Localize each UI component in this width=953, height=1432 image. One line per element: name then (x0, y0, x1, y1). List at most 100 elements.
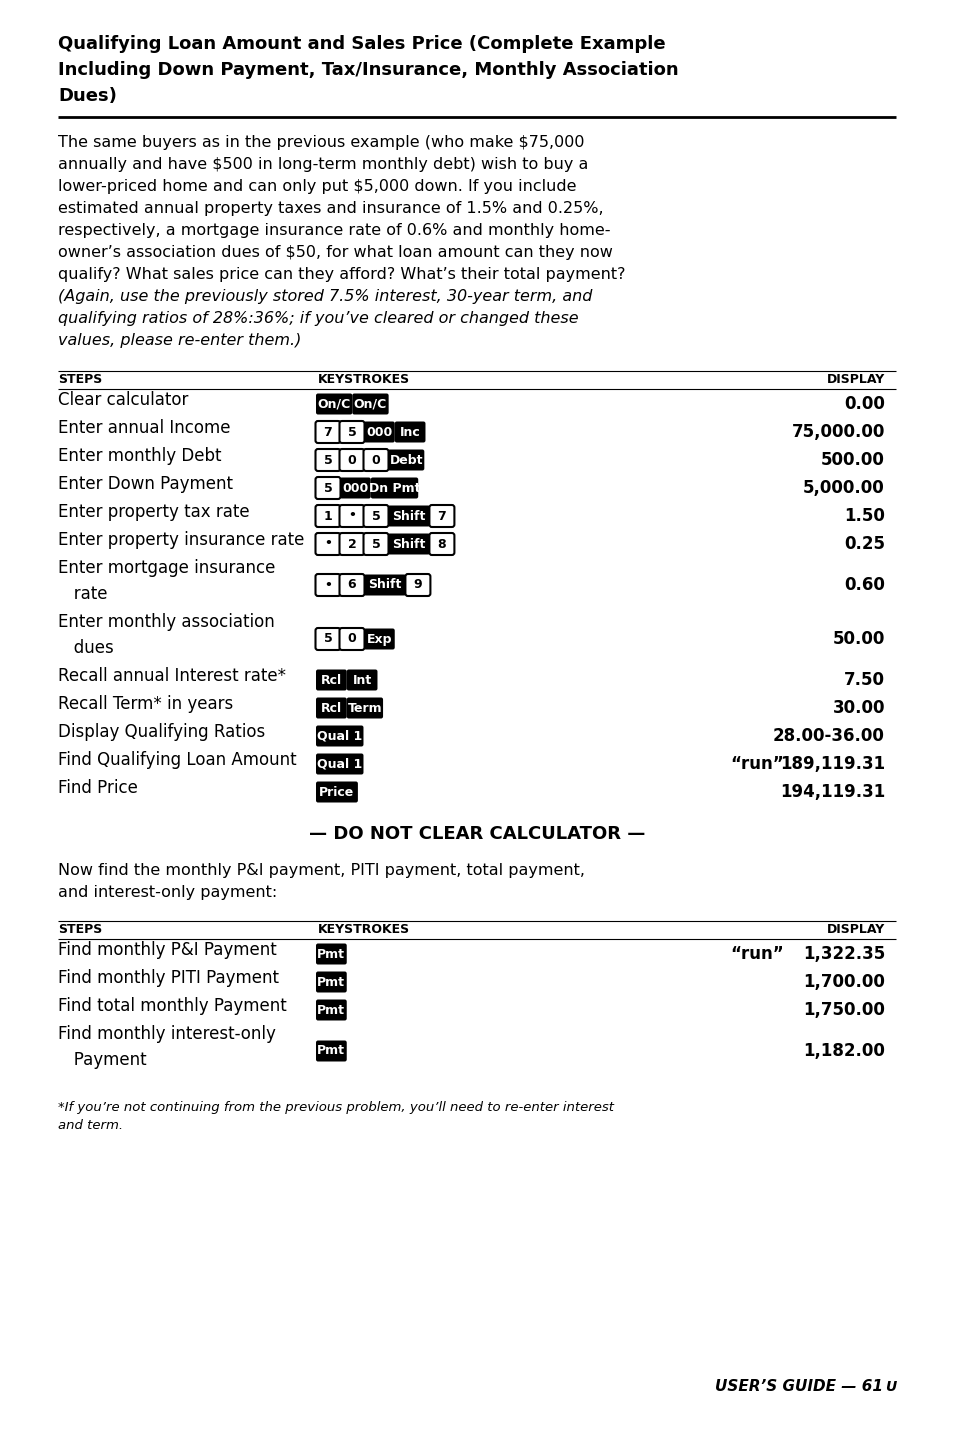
Text: Pmt: Pmt (317, 948, 345, 961)
Text: 8: 8 (437, 537, 446, 550)
Text: 5: 5 (372, 510, 380, 523)
FancyBboxPatch shape (371, 477, 417, 498)
Text: Dn Pmt: Dn Pmt (369, 481, 419, 494)
Text: Clear calculator: Clear calculator (58, 391, 188, 410)
Text: Enter mortgage insurance: Enter mortgage insurance (58, 558, 275, 577)
Text: 0: 0 (347, 633, 356, 646)
FancyBboxPatch shape (315, 421, 340, 442)
FancyBboxPatch shape (429, 533, 454, 556)
Text: 1,182.00: 1,182.00 (802, 1042, 884, 1060)
Text: Pmt: Pmt (317, 1004, 345, 1017)
FancyBboxPatch shape (363, 505, 388, 527)
Text: 1,700.00: 1,700.00 (802, 972, 884, 991)
Text: •: • (348, 510, 355, 523)
FancyBboxPatch shape (388, 505, 430, 527)
Text: DISPLAY: DISPLAY (826, 924, 884, 937)
FancyBboxPatch shape (346, 697, 383, 719)
Text: 2: 2 (347, 537, 356, 550)
Text: 7: 7 (437, 510, 446, 523)
Text: Enter annual Income: Enter annual Income (58, 420, 231, 437)
Text: 1.50: 1.50 (843, 507, 884, 526)
Text: Find monthly PITI Payment: Find monthly PITI Payment (58, 969, 278, 987)
FancyBboxPatch shape (339, 533, 364, 556)
FancyBboxPatch shape (315, 574, 340, 596)
Text: STEPS: STEPS (58, 924, 102, 937)
Text: 000: 000 (342, 481, 368, 494)
Text: Term: Term (347, 702, 382, 715)
Text: 000: 000 (366, 425, 392, 438)
Text: 0.25: 0.25 (843, 536, 884, 553)
Text: Shift: Shift (368, 579, 401, 591)
FancyBboxPatch shape (315, 477, 340, 498)
Text: owner’s association dues of $50, for what loan amount can they now: owner’s association dues of $50, for wha… (58, 245, 612, 261)
FancyBboxPatch shape (315, 782, 357, 802)
Text: 500.00: 500.00 (821, 451, 884, 470)
FancyBboxPatch shape (339, 574, 364, 596)
FancyBboxPatch shape (346, 670, 377, 690)
Text: Find Qualifying Loan Amount: Find Qualifying Loan Amount (58, 750, 296, 769)
FancyBboxPatch shape (315, 533, 340, 556)
Text: Enter property insurance rate: Enter property insurance rate (58, 531, 304, 548)
FancyBboxPatch shape (363, 533, 388, 556)
FancyBboxPatch shape (315, 1000, 346, 1021)
FancyBboxPatch shape (315, 1041, 346, 1061)
Text: Inc: Inc (399, 425, 420, 438)
FancyBboxPatch shape (339, 421, 364, 442)
FancyBboxPatch shape (339, 450, 364, 471)
FancyBboxPatch shape (339, 629, 364, 650)
Text: Qualifying Loan Amount and Sales Price (Complete Example: Qualifying Loan Amount and Sales Price (… (58, 34, 665, 53)
Text: *If you’re not continuing from the previous problem, you’ll need to re-enter int: *If you’re not continuing from the previ… (58, 1101, 614, 1114)
Text: 194,119.31: 194,119.31 (779, 783, 884, 800)
FancyBboxPatch shape (315, 726, 363, 746)
FancyBboxPatch shape (315, 944, 346, 965)
Text: Recall Term* in years: Recall Term* in years (58, 695, 233, 713)
Text: and term.: and term. (58, 1118, 123, 1133)
Text: U: U (884, 1380, 895, 1393)
FancyBboxPatch shape (395, 421, 425, 442)
Text: 7.50: 7.50 (843, 672, 884, 689)
Text: 0: 0 (372, 454, 380, 467)
Text: DISPLAY: DISPLAY (826, 372, 884, 387)
Text: “run”: “run” (729, 755, 783, 773)
Text: Shift: Shift (392, 537, 425, 550)
Text: rate: rate (58, 586, 108, 603)
Text: Pmt: Pmt (317, 975, 345, 988)
Text: qualify? What sales price can they afford? What’s their total payment?: qualify? What sales price can they affor… (58, 266, 625, 282)
FancyBboxPatch shape (315, 394, 352, 414)
Text: 50.00: 50.00 (832, 630, 884, 649)
Text: 28.00-36.00: 28.00-36.00 (772, 727, 884, 745)
Text: Enter monthly Debt: Enter monthly Debt (58, 447, 221, 465)
Text: lower-priced home and can only put $5,000 down. If you include: lower-priced home and can only put $5,00… (58, 179, 576, 193)
Text: estimated annual property taxes and insurance of 1.5% and 0.25%,: estimated annual property taxes and insu… (58, 200, 603, 216)
Text: Including Down Payment, Tax/Insurance, Monthly Association: Including Down Payment, Tax/Insurance, M… (58, 62, 678, 79)
Text: Dues): Dues) (58, 87, 117, 105)
Text: “run”: “run” (729, 945, 783, 962)
Text: Shift: Shift (392, 510, 425, 523)
Text: values, please re-enter them.): values, please re-enter them.) (58, 334, 301, 348)
Text: 30.00: 30.00 (832, 699, 884, 717)
Text: The same buyers as in the previous example (who make $75,000: The same buyers as in the previous examp… (58, 135, 584, 150)
Text: 75,000.00: 75,000.00 (791, 422, 884, 441)
FancyBboxPatch shape (315, 450, 340, 471)
Text: Find total monthly Payment: Find total monthly Payment (58, 997, 287, 1015)
Text: Qual 1: Qual 1 (316, 758, 362, 770)
Text: Debt: Debt (389, 454, 422, 467)
Text: 5: 5 (372, 537, 380, 550)
Text: 189,119.31: 189,119.31 (779, 755, 884, 773)
Text: Enter Down Payment: Enter Down Payment (58, 475, 233, 493)
Text: Exp: Exp (366, 633, 392, 646)
Text: 5: 5 (323, 454, 332, 467)
FancyBboxPatch shape (315, 670, 346, 690)
Text: 5: 5 (347, 425, 356, 438)
Text: 6: 6 (347, 579, 355, 591)
Text: and interest-only payment:: and interest-only payment: (58, 885, 277, 899)
Text: 5,000.00: 5,000.00 (802, 478, 884, 497)
Text: On/C: On/C (354, 398, 387, 411)
FancyBboxPatch shape (364, 574, 405, 596)
Text: — DO NOT CLEAR CALCULATOR —: — DO NOT CLEAR CALCULATOR — (309, 825, 644, 843)
Text: 1,322.35: 1,322.35 (801, 945, 884, 962)
Text: Rcl: Rcl (320, 673, 341, 686)
Text: qualifying ratios of 28%:36%; if you’ve cleared or changed these: qualifying ratios of 28%:36%; if you’ve … (58, 311, 578, 326)
FancyBboxPatch shape (315, 505, 340, 527)
Text: Pmt: Pmt (317, 1044, 345, 1057)
